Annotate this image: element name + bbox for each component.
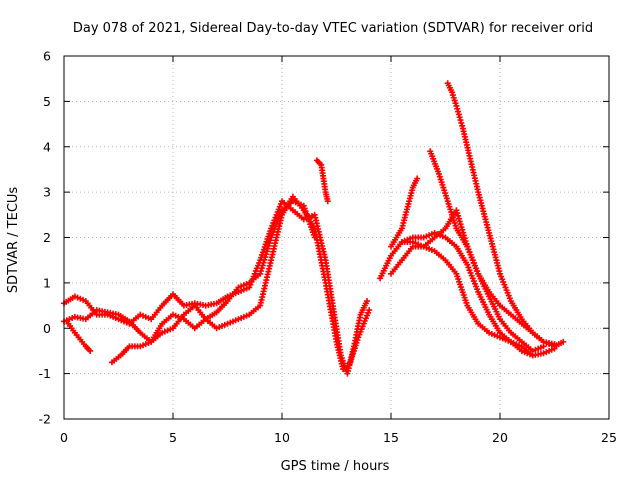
series-markers — [388, 175, 421, 250]
series-markers — [427, 148, 547, 354]
grid — [64, 56, 609, 419]
series-markers — [398, 229, 536, 359]
y-tick-label: 1 — [43, 275, 51, 290]
y-tick-label: 6 — [43, 49, 51, 64]
series-markers — [108, 198, 318, 366]
data-series-layer — [61, 80, 567, 377]
y-tick-label: 2 — [43, 230, 51, 245]
chart-title: Day 078 of 2021, Sidereal Day-to-day VTE… — [73, 21, 593, 36]
series-track-5 — [313, 157, 331, 205]
series-track-11 — [398, 229, 536, 359]
x-tick-label: 15 — [383, 430, 399, 445]
y-tick-labels: -2 -1 0 1 2 3 4 5 6 — [39, 49, 52, 427]
series-track-10 — [444, 80, 558, 348]
x-tick-label: 25 — [601, 430, 617, 445]
x-axis-label: GPS time / hours — [281, 459, 390, 474]
x-tick-label: 5 — [169, 430, 177, 445]
x-tick-label: 10 — [274, 430, 290, 445]
y-tick-label: -1 — [39, 366, 51, 381]
y-tick-label: 3 — [43, 185, 51, 200]
series-track-1 — [61, 198, 371, 377]
series-markers — [313, 157, 331, 205]
y-tick-label: 5 — [43, 94, 51, 109]
series-track-4 — [108, 198, 318, 366]
x-tick-labels: 0 5 10 15 20 25 — [60, 430, 617, 445]
tick-marks — [63, 55, 610, 420]
series-line — [62, 200, 369, 375]
y-tick-label: 0 — [43, 321, 51, 336]
series-markers — [444, 80, 558, 348]
series-track-8 — [388, 175, 421, 250]
x-tick-label: 0 — [60, 430, 68, 445]
y-axis-label: SDTVAR / TECUs — [6, 187, 21, 294]
y-tick-label: -2 — [39, 412, 51, 427]
x-tick-label: 20 — [492, 430, 508, 445]
series-markers — [65, 320, 94, 354]
series-markers — [61, 198, 371, 377]
y-tick-label: 4 — [43, 139, 51, 154]
series-track-9 — [427, 148, 547, 354]
series-line — [110, 200, 316, 364]
series-track-3 — [65, 320, 94, 354]
